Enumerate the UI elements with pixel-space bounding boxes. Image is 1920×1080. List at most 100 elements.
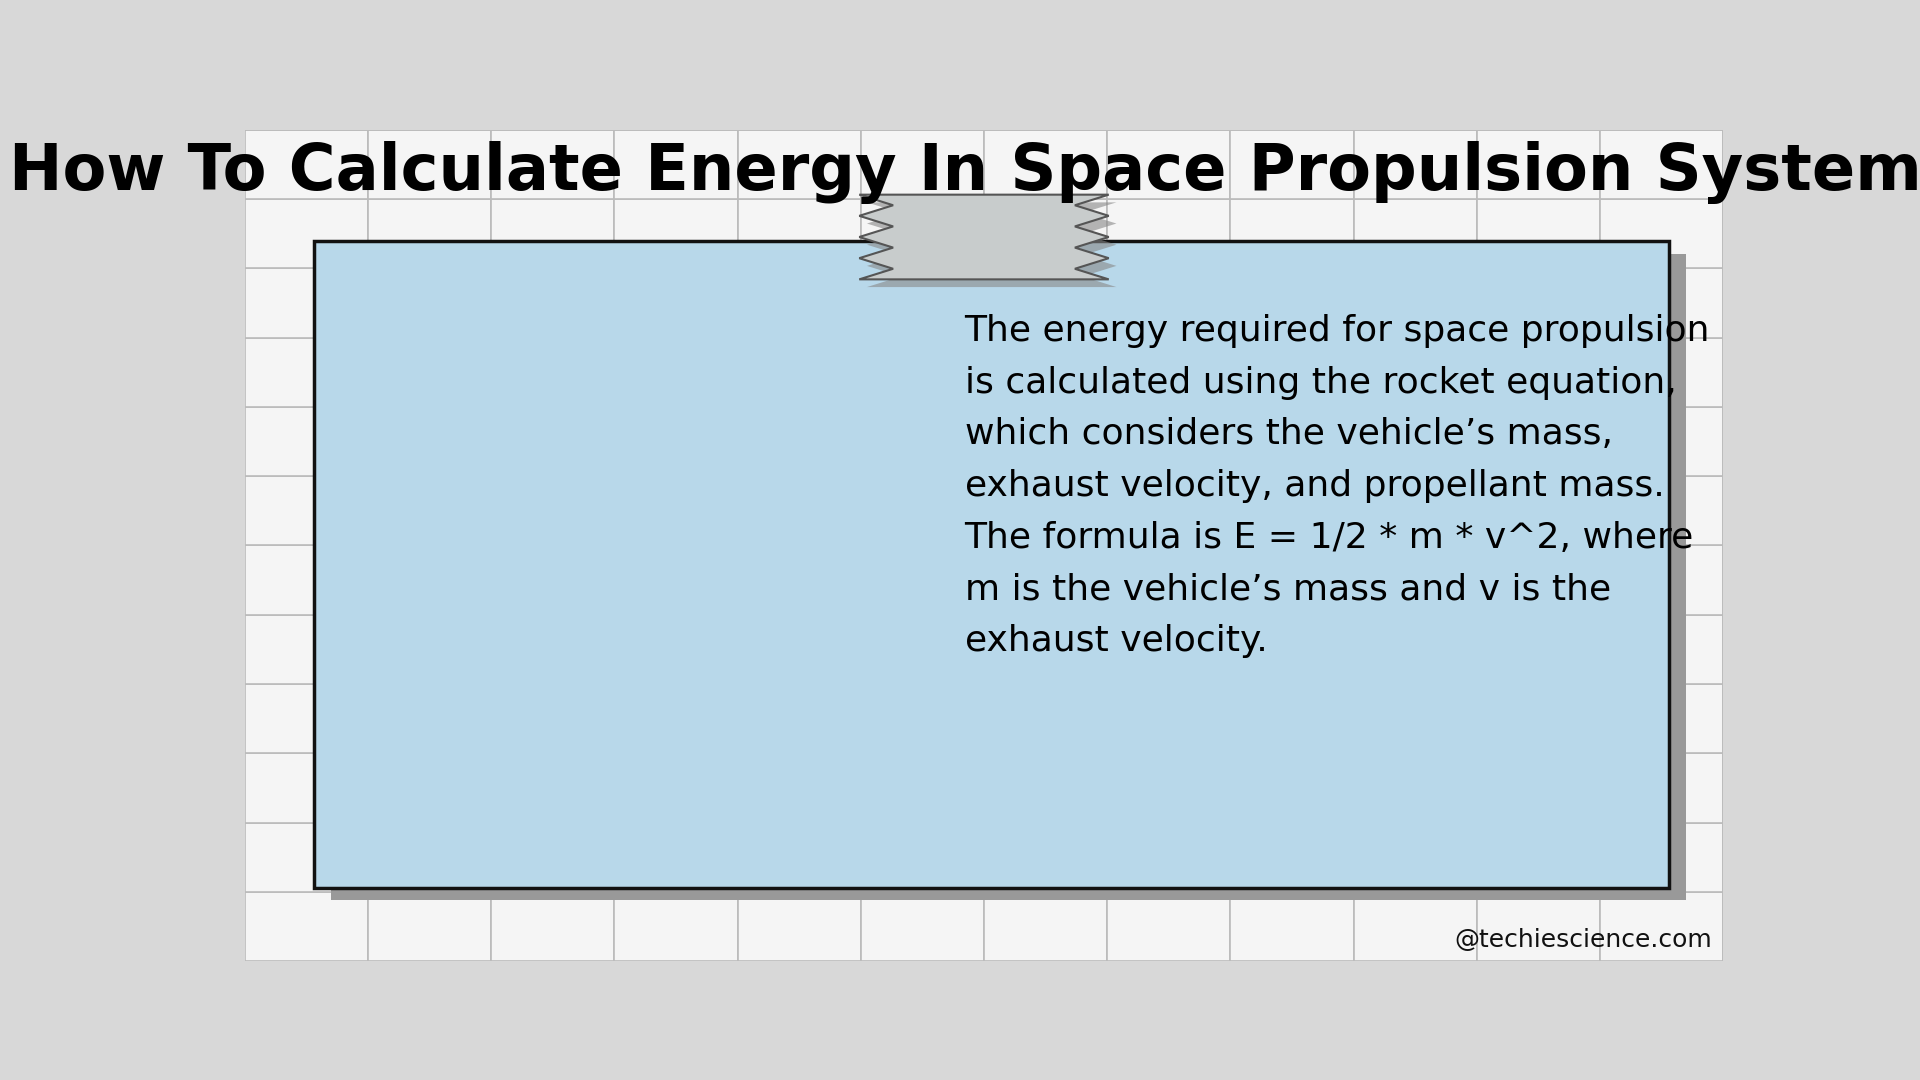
Bar <box>369 407 492 476</box>
Bar <box>1354 407 1476 476</box>
Bar <box>1231 407 1354 476</box>
Bar <box>369 615 492 684</box>
Bar <box>860 338 983 407</box>
Bar <box>1108 545 1231 615</box>
Bar <box>492 545 614 615</box>
Bar <box>860 615 983 684</box>
Bar <box>246 268 369 337</box>
Bar <box>1108 199 1231 268</box>
Bar <box>737 684 860 754</box>
Bar <box>614 892 737 961</box>
Bar <box>860 407 983 476</box>
Bar <box>983 199 1108 268</box>
Bar <box>1231 754 1354 823</box>
Bar <box>983 754 1108 823</box>
Bar <box>1722 338 1847 407</box>
Text: How To Calculate Energy In Space Propulsion Systems: How To Calculate Energy In Space Propuls… <box>8 141 1920 204</box>
Bar <box>737 338 860 407</box>
Bar <box>246 407 369 476</box>
Bar <box>369 476 492 545</box>
Bar <box>492 268 614 337</box>
Bar <box>369 545 492 615</box>
Bar <box>1722 684 1847 754</box>
Bar <box>1722 545 1847 615</box>
Bar <box>492 407 614 476</box>
Bar <box>737 199 860 268</box>
Bar <box>1108 615 1231 684</box>
Bar <box>1476 338 1599 407</box>
Bar <box>1599 476 1722 545</box>
Bar <box>1354 754 1476 823</box>
Bar <box>1722 268 1847 337</box>
Text: @techiescience.com: @techiescience.com <box>1453 928 1711 951</box>
Bar <box>1231 268 1354 337</box>
Bar <box>369 268 492 337</box>
Bar <box>983 892 1108 961</box>
Bar <box>737 545 860 615</box>
Bar <box>1722 823 1847 892</box>
Bar <box>330 254 1686 901</box>
Bar <box>246 476 369 545</box>
Bar <box>1476 823 1599 892</box>
Bar <box>246 754 369 823</box>
Bar <box>860 60 983 130</box>
Bar <box>614 684 737 754</box>
Bar <box>860 823 983 892</box>
Bar <box>1108 407 1231 476</box>
Bar <box>1231 60 1354 130</box>
Bar <box>1722 199 1847 268</box>
Bar <box>737 892 860 961</box>
Bar <box>369 338 492 407</box>
Bar <box>1354 545 1476 615</box>
Bar <box>1231 892 1354 961</box>
Bar <box>246 199 369 268</box>
Bar <box>1354 892 1476 961</box>
Bar <box>492 60 614 130</box>
Bar <box>1722 892 1847 961</box>
Bar <box>860 684 983 754</box>
Bar <box>1722 476 1847 545</box>
Bar <box>1354 268 1476 337</box>
Polygon shape <box>860 194 1108 280</box>
Bar <box>246 615 369 684</box>
Bar <box>1476 407 1599 476</box>
Bar <box>369 60 492 130</box>
Bar <box>983 476 1108 545</box>
Bar <box>1599 545 1722 615</box>
Bar <box>737 615 860 684</box>
Bar <box>614 338 737 407</box>
Bar <box>737 823 860 892</box>
Bar <box>737 268 860 337</box>
Bar <box>246 823 369 892</box>
Bar <box>1599 199 1722 268</box>
Bar <box>860 892 983 961</box>
Bar <box>614 615 737 684</box>
Bar <box>860 130 983 199</box>
Bar <box>1599 615 1722 684</box>
Bar <box>983 60 1108 130</box>
Bar <box>1354 684 1476 754</box>
Bar <box>246 892 369 961</box>
Bar <box>1476 545 1599 615</box>
Bar <box>1231 615 1354 684</box>
Bar <box>614 199 737 268</box>
Polygon shape <box>868 202 1116 287</box>
Bar <box>1599 754 1722 823</box>
Bar <box>614 823 737 892</box>
Bar <box>1599 268 1722 337</box>
Bar <box>860 268 983 337</box>
Bar <box>860 754 983 823</box>
Bar <box>246 545 369 615</box>
Bar <box>492 754 614 823</box>
Bar <box>983 130 1108 199</box>
Bar <box>737 754 860 823</box>
Bar <box>860 199 983 268</box>
Bar <box>614 545 737 615</box>
Bar <box>369 199 492 268</box>
Bar <box>1108 684 1231 754</box>
Bar <box>1599 338 1722 407</box>
Bar <box>1354 476 1476 545</box>
Bar <box>369 823 492 892</box>
Bar <box>1722 615 1847 684</box>
Bar <box>1722 60 1847 130</box>
